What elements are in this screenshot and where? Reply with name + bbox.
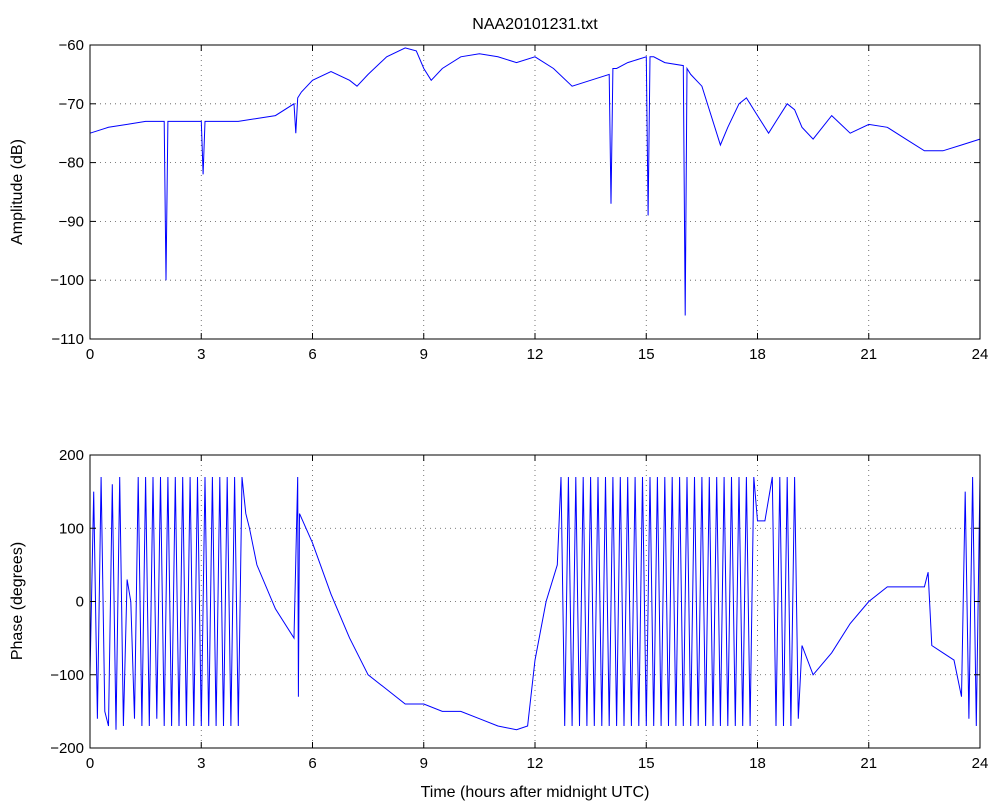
amplitude-y-tick-labels: −60 −70 −80 −90 −100 −110 [50,37,84,348]
amplitude-x-tick-label: 15 [638,346,655,363]
phase-x-tick-label: 18 [749,755,766,772]
amplitude-y-grid [90,103,980,281]
phase-x-tick-label: 21 [860,755,877,772]
amplitude-x-tick-label: 3 [197,346,205,363]
phase-x-tick-label: 6 [308,755,316,772]
x-axis-label: Time (hours after midnight UTC) [421,784,650,801]
phase-y-axis-label: Phase (degrees) [9,542,26,660]
amplitude-x-tick-label: 6 [308,346,316,363]
phase-ticks [89,454,981,749]
phase-y-tick-label: 200 [59,447,84,464]
phase-series-line [89,476,981,731]
amplitude-y-tick-label: −60 [59,37,84,54]
phase-y-grid [90,527,980,676]
amplitude-ticks [89,44,981,340]
phase-y-tick-label: 0 [76,594,84,611]
amplitude-plot-area [90,45,980,339]
amplitude-y-tick-label: −100 [50,272,84,289]
phase-x-tick-label: 9 [420,755,428,772]
amplitude-x-tick-label: 9 [420,346,428,363]
amplitude-x-tick-label: 12 [527,346,544,363]
amplitude-x-tick-label: 0 [86,346,94,363]
amplitude-panel: 0 3 6 9 12 15 18 21 24 −60 −70 −80 −90 −100 −110 NAA2… [9,16,988,363]
amplitude-y-tick-label: −90 [59,213,84,230]
phase-panel: 0 3 6 9 12 15 18 21 24 200 100 0 −100 −200 Phase (de… [9,447,988,801]
amplitude-y-tick-label: −70 [59,96,84,113]
amplitude-series-line [89,47,981,316]
phase-y-tick-label: −100 [50,667,84,684]
phase-x-tick-label: 0 [86,755,94,772]
amplitude-x-tick-label: 18 [749,346,766,363]
phase-y-tick-label: 100 [59,520,84,537]
amplitude-y-tick-label: −110 [51,331,84,348]
phase-x-tick-label: 3 [197,755,205,772]
chart-title: NAA20101231.txt [472,16,598,33]
amplitude-x-grid [200,45,870,339]
phase-y-tick-labels: 200 100 0 −100 −200 [50,447,84,757]
amplitude-x-tick-labels: 0 3 6 9 12 15 18 21 24 [86,346,989,363]
phase-x-tick-label: 15 [638,755,655,772]
amplitude-x-tick-label: 21 [860,346,877,363]
amplitude-y-tick-label: −80 [59,155,84,172]
amplitude-y-axis-label: Amplitude (dB) [9,139,26,245]
phase-x-tick-labels: 0 3 6 9 12 15 18 21 24 [86,755,989,772]
amplitude-x-tick-label: 24 [972,346,989,363]
phase-y-tick-label: −200 [50,740,84,757]
phase-x-tick-label: 24 [972,755,989,772]
phase-x-tick-label: 12 [527,755,544,772]
